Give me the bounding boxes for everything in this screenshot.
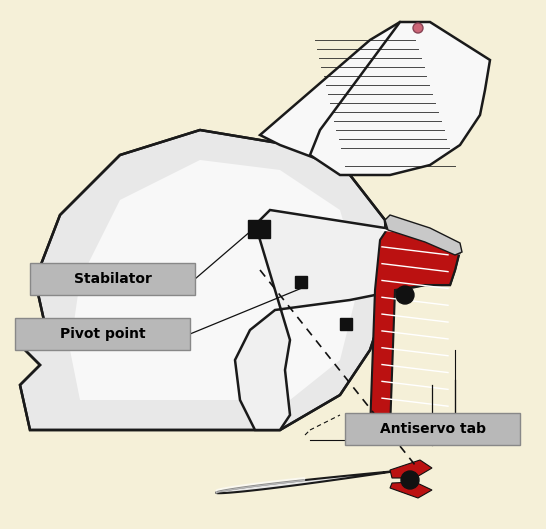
- FancyBboxPatch shape: [15, 318, 190, 350]
- Polygon shape: [385, 215, 462, 255]
- Text: Pivot point: Pivot point: [60, 327, 145, 341]
- Polygon shape: [235, 210, 460, 430]
- Polygon shape: [370, 225, 460, 430]
- Polygon shape: [387, 222, 460, 255]
- Polygon shape: [70, 160, 360, 400]
- FancyBboxPatch shape: [30, 263, 195, 295]
- Polygon shape: [390, 460, 432, 478]
- Bar: [295, 276, 307, 288]
- Polygon shape: [216, 471, 394, 493]
- FancyBboxPatch shape: [345, 413, 520, 445]
- Polygon shape: [390, 482, 432, 498]
- Bar: [340, 318, 352, 330]
- Polygon shape: [20, 130, 390, 430]
- Text: Antiservo tab: Antiservo tab: [379, 422, 485, 436]
- Circle shape: [413, 23, 423, 33]
- Text: Stabilator: Stabilator: [74, 272, 151, 286]
- Bar: [248, 220, 270, 238]
- Polygon shape: [310, 22, 490, 175]
- Circle shape: [396, 286, 414, 304]
- Polygon shape: [260, 22, 430, 160]
- Circle shape: [401, 471, 419, 489]
